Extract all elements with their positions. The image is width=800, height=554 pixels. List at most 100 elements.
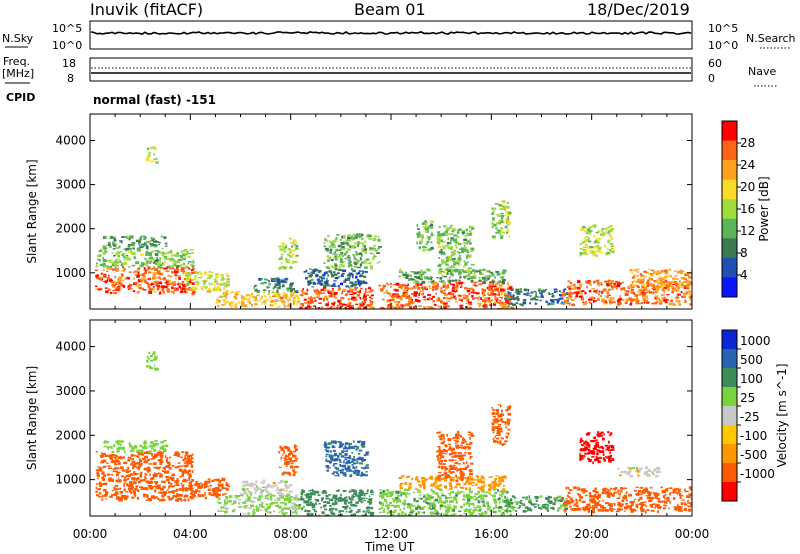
- heatmap-cell: [158, 281, 162, 285]
- heatmap-cell: [466, 270, 471, 273]
- heatmap-cell: [347, 457, 350, 459]
- heatmap-cell: [156, 281, 159, 285]
- heatmap-cell: [346, 242, 349, 245]
- heatmap-cell: [162, 467, 165, 470]
- heatmap-cell: [423, 307, 426, 309]
- heatmap-cell: [411, 301, 415, 304]
- heatmap-cell: [457, 257, 462, 261]
- heatmap-cell: [329, 455, 334, 458]
- heatmap-cell: [363, 454, 367, 457]
- heatmap-cell: [434, 476, 437, 479]
- heatmap-cell: [326, 289, 330, 292]
- heatmap-cell: [430, 496, 434, 499]
- heatmap-cell: [365, 270, 368, 273]
- heatmap-patch-18: [416, 220, 435, 252]
- heatmap-cell: [204, 286, 208, 288]
- heatmap-cell: [167, 462, 171, 465]
- heatmap-cell: [155, 485, 159, 489]
- heatmap-cell: [413, 285, 416, 288]
- heatmap-cell: [215, 280, 218, 282]
- heatmap-cell: [187, 273, 192, 276]
- heatmap-cell: [154, 253, 159, 256]
- heatmap-cell: [363, 260, 367, 264]
- heatmap-cell: [100, 460, 104, 462]
- heatmap-cell: [359, 462, 362, 465]
- heatmap-cell: [443, 275, 447, 278]
- heatmap-cell: [284, 245, 288, 248]
- heatmap-cell: [116, 259, 120, 262]
- heatmap-cell: [583, 237, 586, 239]
- heatmap-cell: [175, 495, 179, 498]
- heatmap-cell: [189, 249, 194, 251]
- heatmap-cell: [419, 291, 422, 294]
- heatmap-cell: [324, 240, 329, 242]
- heatmap-cell: [263, 480, 265, 483]
- heatmap-cell: [508, 298, 513, 301]
- heatmap-cell: [417, 504, 420, 508]
- heatmap-cell: [310, 278, 314, 281]
- heatmap-cell: [138, 458, 141, 460]
- heatmap-cell: [320, 284, 323, 286]
- heatmap-cell: [201, 483, 204, 485]
- heatmap-cell: [506, 510, 508, 514]
- heatmap-cell: [281, 488, 285, 492]
- heatmap-cell: [195, 482, 198, 485]
- heatmap-cell: [132, 278, 135, 280]
- heatmap-cell: [361, 441, 364, 444]
- heatmap-cell: [506, 294, 510, 296]
- heatmap-cell: [450, 487, 453, 489]
- heatmap-cell: [599, 247, 602, 249]
- heatmap-cell: [134, 472, 138, 476]
- heatmap-cell: [279, 248, 284, 251]
- heatmap-cell: [123, 262, 128, 265]
- heatmap-cell: [482, 294, 485, 298]
- heatmap-cell: [342, 248, 346, 250]
- heatmap-cell: [185, 494, 189, 498]
- heatmap-cell: [560, 291, 564, 294]
- heatmap-cell: [148, 291, 153, 294]
- heatmap-cell: [501, 492, 505, 495]
- heatmap-cell: [369, 247, 372, 251]
- heatmap-cell: [489, 300, 492, 303]
- heatmap-cell: [554, 298, 557, 301]
- heatmap-cell: [359, 493, 362, 496]
- heatmap-cell: [510, 306, 515, 309]
- heatmap-cell: [361, 304, 365, 307]
- heatmap-cell: [473, 509, 478, 512]
- heatmap-cell: [607, 294, 611, 296]
- heatmap-cell: [162, 448, 165, 451]
- heatmap-cell: [153, 272, 156, 276]
- heatmap-cell: [274, 484, 278, 486]
- heatmap-cell: [110, 458, 114, 461]
- heatmap-cell: [359, 302, 363, 305]
- heatmap-cell: [314, 289, 318, 293]
- heatmap-cell: [348, 286, 351, 289]
- heatmap-cell: [242, 512, 247, 515]
- heatmap-cell: [161, 452, 164, 454]
- heatmap-cell: [123, 252, 126, 256]
- heatmap-cell: [574, 296, 577, 299]
- heatmap-cell: [183, 498, 187, 502]
- heatmap-cell: [332, 440, 335, 443]
- heatmap-cell: [189, 483, 192, 487]
- heatmap-cell: [285, 482, 287, 485]
- heatmap-cell: [328, 295, 332, 298]
- heatmap-cell: [422, 271, 427, 274]
- heatmap-cell: [610, 301, 613, 304]
- heatmap-cell: [280, 256, 283, 258]
- heatmap-cell: [629, 268, 633, 272]
- heatmap-cell: [459, 286, 462, 288]
- heatmap-cell: [392, 293, 394, 296]
- heatmap-cell: [526, 292, 530, 295]
- heatmap-cell: [189, 460, 193, 464]
- heatmap-cell: [416, 233, 419, 236]
- heatmap-cell: [404, 286, 409, 290]
- heatmap-cell: [173, 489, 176, 492]
- heatmap-cell: [148, 271, 152, 274]
- heatmap-cell: [362, 459, 367, 462]
- heatmap-cell: [114, 463, 118, 466]
- heatmap-cell: [345, 511, 348, 513]
- heatmap-cell: [457, 492, 461, 495]
- heatmap-cell: [351, 494, 354, 497]
- heatmap-cell: [650, 274, 654, 277]
